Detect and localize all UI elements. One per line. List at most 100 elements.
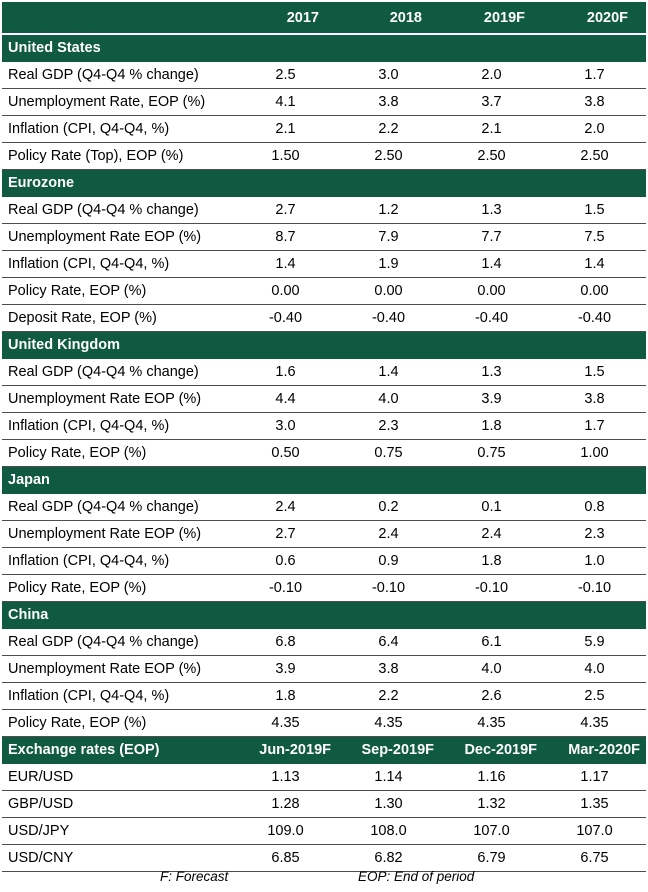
fx-pair-label: USD/CNY: [8, 850, 74, 866]
row-value: 0.00: [271, 283, 300, 299]
fx-period-header: Mar-2020F: [568, 742, 640, 758]
fx-value: 1.28: [271, 796, 300, 812]
row-label: Policy Rate, EOP (%): [8, 580, 147, 596]
section-title: United States: [8, 40, 101, 56]
table-row: Unemployment Rate EOP (%) 3.9 3.8 4.0 4.0: [2, 656, 646, 683]
row-value: 2.50: [477, 148, 506, 164]
table-row: Unemployment Rate, EOP (%) 4.1 3.8 3.7 3.8: [2, 89, 646, 116]
row-label: Real GDP (Q4-Q4 % change): [8, 67, 199, 83]
table-row: Real GDP (Q4-Q4 % change) 6.8 6.4 6.1 5.9: [2, 629, 646, 656]
table-row: Inflation (CPI, Q4-Q4, %) 1.8 2.2 2.6 2.5: [2, 683, 646, 710]
row-value: 2.3: [584, 526, 605, 542]
row-value: 3.8: [584, 94, 605, 110]
row-value: 0.00: [374, 283, 403, 299]
forecast-table: 2017 2018 2019F 2020F United States Real …: [2, 2, 646, 872]
row-value: 3.0: [275, 418, 296, 434]
table-row: Policy Rate, EOP (%) -0.10 -0.10 -0.10 -0.10: [2, 575, 646, 602]
row-value: 2.4: [378, 526, 399, 542]
fx-period-header: Jun-2019F: [259, 742, 331, 758]
row-value: 1.3: [481, 364, 502, 380]
row-value: 4.0: [481, 661, 502, 677]
table-row: Unemployment Rate EOP (%) 2.7 2.4 2.4 2.3: [2, 521, 646, 548]
table-row: Deposit Rate, EOP (%) -0.40 -0.40 -0.40 -0.4…: [2, 305, 646, 332]
fx-period-header: Dec-2019F: [464, 742, 537, 758]
row-value: 3.0: [378, 67, 399, 83]
section-header-row: Japan: [2, 467, 646, 494]
section-header-row: China: [2, 602, 646, 629]
row-value: 1.8: [275, 688, 296, 704]
fx-value: 6.85: [271, 850, 300, 866]
row-value: -0.10: [371, 580, 406, 596]
row-value: 2.4: [275, 499, 296, 515]
row-value: 0.1: [481, 499, 502, 515]
row-label: Unemployment Rate EOP (%): [8, 391, 202, 407]
fx-pair-label: USD/JPY: [8, 823, 70, 839]
fx-row: USD/CNY 6.85 6.82 6.79 6.75: [2, 845, 646, 872]
row-label: Unemployment Rate EOP (%): [8, 526, 202, 542]
row-value: 1.4: [275, 256, 296, 272]
row-label: Inflation (CPI, Q4-Q4, %): [8, 553, 170, 569]
row-value: -0.10: [577, 580, 612, 596]
fx-value: 109.0: [267, 823, 304, 839]
row-value: 2.4: [481, 526, 502, 542]
year-header: 2017: [286, 9, 319, 26]
row-value: 1.6: [275, 364, 296, 380]
table-row: Real GDP (Q4-Q4 % change) 2.4 0.2 0.1 0.8: [2, 494, 646, 521]
row-value: 3.7: [481, 94, 502, 110]
row-value: 0.9: [378, 553, 399, 569]
section-header-row: Eurozone: [2, 170, 646, 197]
row-value: 3.8: [378, 661, 399, 677]
row-value: 0.00: [580, 283, 609, 299]
fx-value: 1.14: [374, 769, 403, 785]
row-label: Policy Rate, EOP (%): [8, 715, 147, 731]
fx-pair-label: GBP/USD: [8, 796, 74, 812]
row-value: 4.35: [271, 715, 300, 731]
row-value: 6.8: [275, 634, 296, 650]
table-row: Real GDP (Q4-Q4 % change) 2.5 3.0 2.0 1.7: [2, 62, 646, 89]
row-value: 2.2: [378, 688, 399, 704]
row-value: 1.50: [271, 148, 300, 164]
row-value: -0.40: [474, 310, 509, 326]
table-header-row: 2017 2018 2019F 2020F: [2, 2, 646, 35]
row-value: -0.10: [474, 580, 509, 596]
section-header-row: United Kingdom: [2, 332, 646, 359]
row-value: 3.9: [481, 391, 502, 407]
row-value: 2.50: [580, 148, 609, 164]
footnotes: F: Forecast EOP: End of period: [0, 866, 648, 890]
row-value: 3.8: [378, 94, 399, 110]
fx-row: EUR/USD 1.13 1.14 1.16 1.17: [2, 764, 646, 791]
row-value: 2.2: [378, 121, 399, 137]
fx-value: 1.32: [477, 796, 506, 812]
year-header: 2019F: [483, 9, 525, 26]
row-label: Unemployment Rate EOP (%): [8, 229, 202, 245]
section-title: United Kingdom: [8, 337, 120, 353]
row-value: 1.5: [584, 202, 605, 218]
row-value: 3.9: [275, 661, 296, 677]
table-row: Inflation (CPI, Q4-Q4, %) 3.0 2.3 1.8 1.7: [2, 413, 646, 440]
row-value: 0.6: [275, 553, 296, 569]
row-value: 2.7: [275, 202, 296, 218]
row-value: 1.9: [378, 256, 399, 272]
table-row: Inflation (CPI, Q4-Q4, %) 1.4 1.9 1.4 1.4: [2, 251, 646, 278]
row-value: 1.8: [481, 418, 502, 434]
fx-row: USD/JPY 109.0 108.0 107.0 107.0: [2, 818, 646, 845]
section-title: China: [8, 607, 49, 623]
fx-title: Exchange rates (EOP): [8, 742, 160, 758]
fx-header-row: Exchange rates (EOP) Jun-2019F Sep-2019F De…: [2, 737, 646, 764]
row-label: Policy Rate, EOP (%): [8, 283, 147, 299]
row-value: 6.1: [481, 634, 502, 650]
row-value: 7.9: [378, 229, 399, 245]
row-value: 3.8: [584, 391, 605, 407]
row-value: 7.5: [584, 229, 605, 245]
row-value: 5.9: [584, 634, 605, 650]
fx-value: 6.79: [477, 850, 506, 866]
fx-value: 6.82: [374, 850, 403, 866]
row-value: 4.35: [374, 715, 403, 731]
row-value: 4.35: [580, 715, 609, 731]
table-row: Real GDP (Q4-Q4 % change) 2.7 1.2 1.3 1.5: [2, 197, 646, 224]
row-value: 1.7: [584, 418, 605, 434]
row-value: 1.7: [584, 67, 605, 83]
row-value: 2.0: [481, 67, 502, 83]
row-value: 1.4: [378, 364, 399, 380]
row-label: Deposit Rate, EOP (%): [8, 310, 157, 326]
